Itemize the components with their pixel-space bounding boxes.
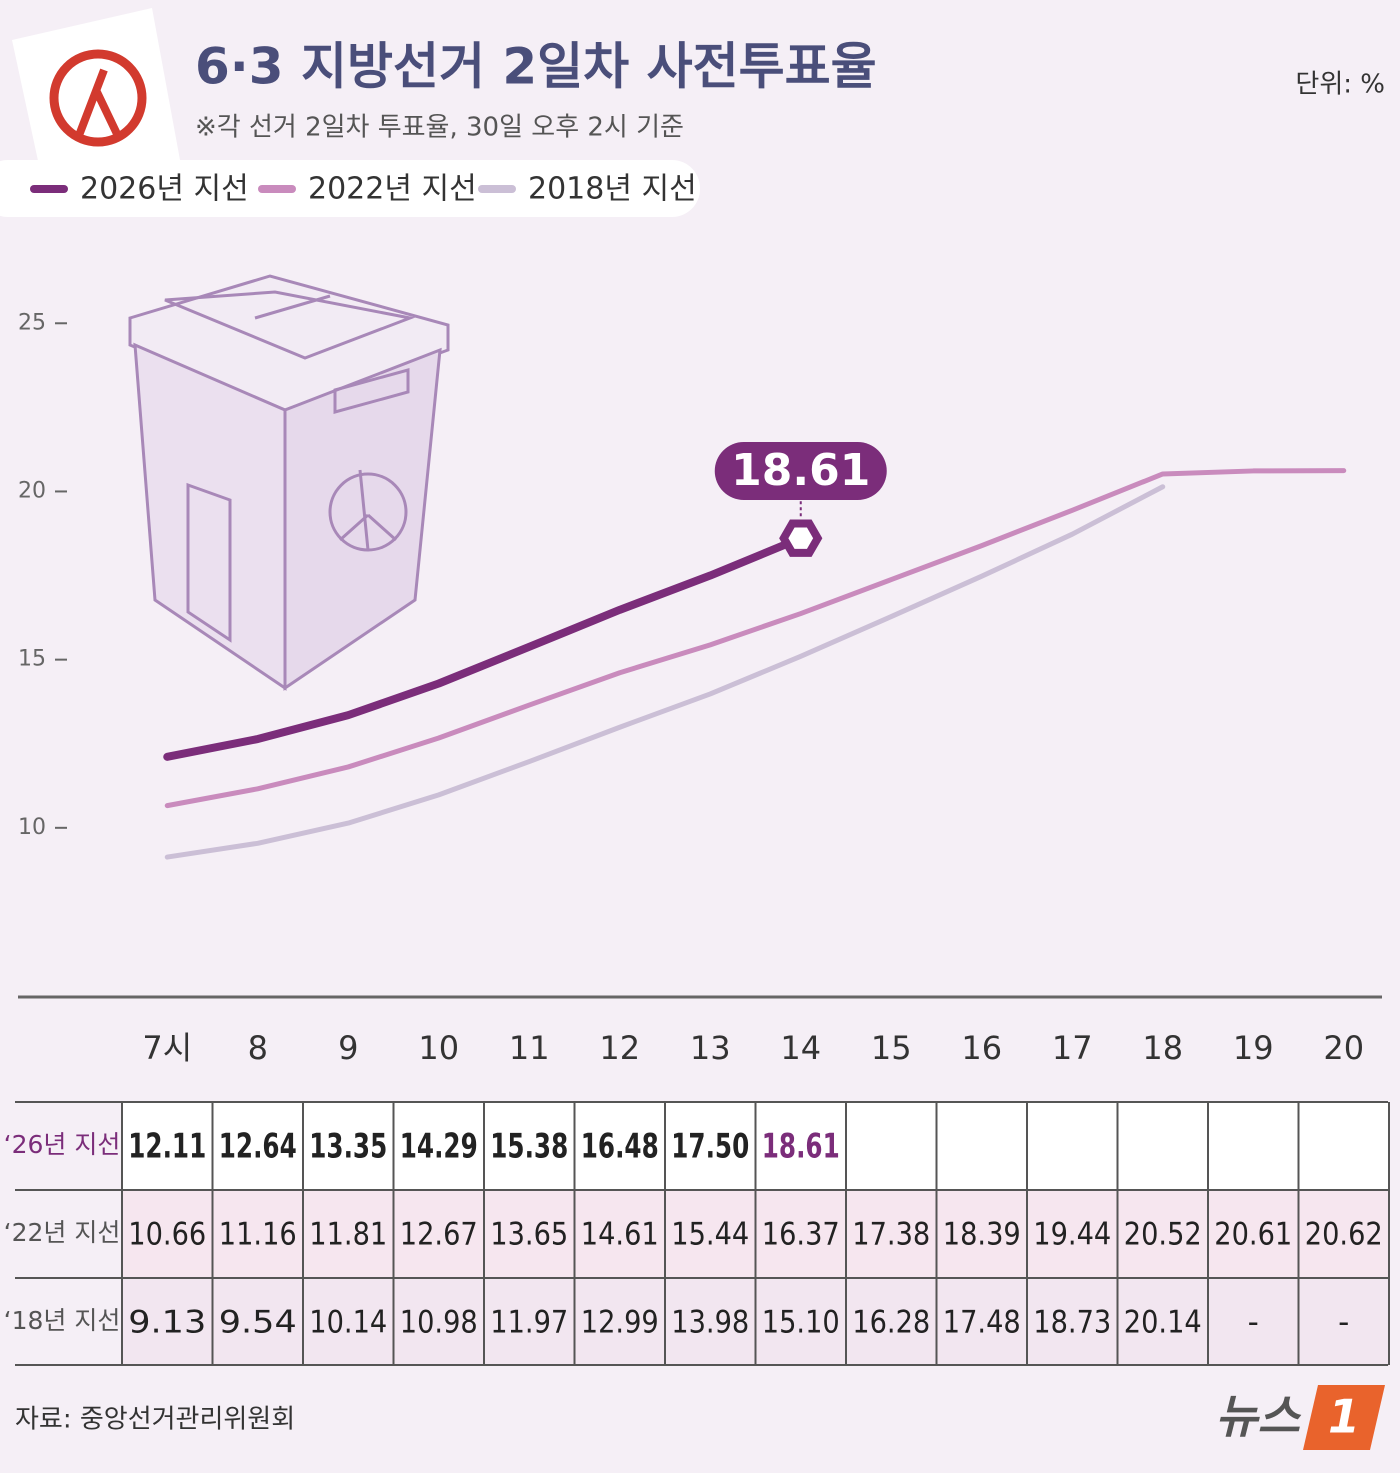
table-cell: 9.54	[219, 1305, 297, 1341]
table-cell: 17.48	[943, 1305, 1021, 1341]
x-tick-label: 9	[338, 1029, 358, 1067]
row-label: ‘18년 지선	[4, 1306, 121, 1335]
table-cell: 16.48	[581, 1127, 659, 1167]
ballot-box	[128, 274, 450, 691]
table-cell: 16.37	[762, 1217, 840, 1253]
table-cell: 20.61	[1214, 1217, 1292, 1253]
x-tick-label: 19	[1233, 1029, 1274, 1067]
x-tick-label: 13	[690, 1029, 731, 1067]
logo-text: 뉴스	[1215, 1390, 1301, 1444]
end-marker	[779, 519, 823, 557]
table-cell: 18.39	[943, 1217, 1021, 1253]
legend-box	[0, 160, 700, 217]
table-cell: 16.28	[852, 1305, 930, 1341]
table-cell: 12.67	[400, 1217, 478, 1253]
table-cell: 11.16	[219, 1217, 297, 1253]
subtitle: ※각 선거 2일차 투표율, 30일 오후 2시 기준	[195, 113, 684, 143]
table-cell: 20.52	[1124, 1217, 1202, 1253]
table-cell: 12.11	[128, 1127, 206, 1167]
x-tick-label: 20	[1323, 1029, 1364, 1067]
table-cell: 10.66	[128, 1217, 206, 1253]
x-tick-label: 10	[418, 1029, 459, 1067]
table-cell: 11.81	[309, 1217, 387, 1253]
table-cell: 18.61	[762, 1127, 840, 1167]
source: 자료: 중앙선거관리위원회	[15, 1405, 295, 1435]
table-cell: 18.73	[1033, 1305, 1111, 1341]
logo-number: 1	[1328, 1390, 1360, 1444]
table-cell: 15.38	[490, 1127, 568, 1167]
series-line	[164, 468, 1347, 809]
x-tick-label: 15	[871, 1029, 912, 1067]
table-cell: 19.44	[1033, 1217, 1111, 1253]
table-cell: 13.65	[490, 1217, 568, 1253]
series-line	[163, 534, 805, 761]
x-tick-label: 11	[509, 1029, 550, 1067]
y-tick-label: 15	[18, 647, 46, 672]
legend-label: 2022년 지선	[308, 172, 477, 207]
table-cell: 12.99	[581, 1305, 659, 1341]
legend-label: 2018년 지선	[528, 172, 697, 207]
stamp-icon	[12, 8, 180, 170]
logo-badge	[1303, 1385, 1385, 1450]
table-cell: 15.44	[671, 1217, 749, 1253]
table-cell: 14.29	[400, 1127, 478, 1167]
legend-label: 2026년 지선	[80, 172, 249, 207]
table-cell: 10.98	[400, 1305, 478, 1341]
unit: 단위: %	[1295, 70, 1385, 100]
table-cell: 11.97	[490, 1305, 568, 1341]
row-label: ‘22년 지선	[4, 1218, 121, 1247]
table-cell: 17.38	[852, 1217, 930, 1253]
table-cell: 14.61	[581, 1217, 659, 1253]
row-label: ‘26년 지선	[4, 1130, 121, 1159]
x-tick-label: 7시	[142, 1029, 192, 1067]
table-cell: 12.64	[219, 1127, 297, 1167]
table-cell: 9.13	[128, 1305, 206, 1341]
table-cell: 10.14	[309, 1305, 387, 1341]
series-line	[164, 484, 1166, 860]
callout-box	[714, 442, 887, 500]
table-cell: 20.62	[1305, 1217, 1383, 1253]
y-tick-label: 20	[18, 478, 46, 503]
table-cell: 13.35	[309, 1127, 387, 1167]
title: 6·3 지방선거 2일차 사전투표율	[195, 38, 877, 96]
x-tick-label: 17	[1052, 1029, 1093, 1067]
y-tick-label: 10	[18, 815, 46, 840]
x-tick-label: 8	[248, 1029, 268, 1067]
table-cell: 20.14	[1124, 1305, 1202, 1341]
table-cell: 13.98	[671, 1305, 749, 1341]
x-tick-label: 16	[961, 1029, 1002, 1067]
y-tick-label: 25	[18, 310, 46, 335]
callout-label: 18.61	[731, 445, 870, 496]
x-tick-label: 14	[780, 1029, 821, 1067]
x-tick-label: 18	[1142, 1029, 1183, 1067]
table-cell: -	[1248, 1305, 1259, 1341]
table-cell: 15.10	[762, 1305, 840, 1341]
table-cell: 17.50	[671, 1127, 749, 1167]
table-cell: -	[1338, 1305, 1349, 1341]
x-tick-label: 12	[599, 1029, 640, 1067]
